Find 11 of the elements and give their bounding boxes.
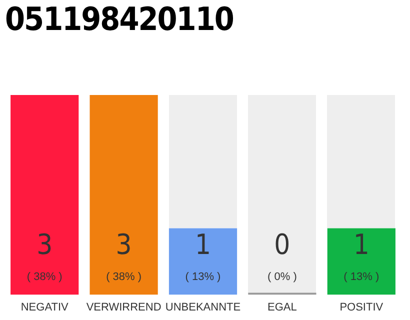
data-label: 3 ( 38% ) [26, 228, 62, 283]
data-label: 1 ( 13% ) [185, 228, 221, 283]
data-label: 0 ( 0% ) [268, 228, 297, 283]
x-tick-label: UNBEKANNTE [165, 301, 241, 314]
x-tick-label: POSITIV [340, 301, 384, 314]
x-tick-label: EGAL [268, 301, 297, 314]
x-tick-label: VERWIRREND [86, 301, 162, 314]
chart-title: 051198420110 [5, 0, 234, 38]
data-label: 3 ( 38% ) [106, 228, 142, 283]
x-tick-label: NEGATIV [20, 301, 69, 314]
data-label: 1 ( 13% ) [344, 228, 380, 283]
